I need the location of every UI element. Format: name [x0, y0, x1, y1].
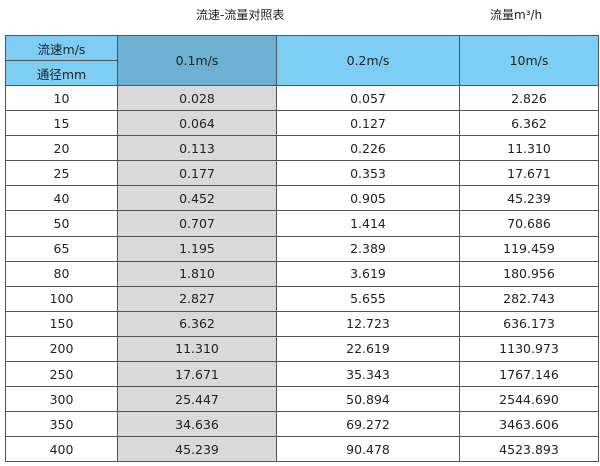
flow-cell: 12.723 [276, 310, 460, 337]
diameter-cell: 150 [5, 310, 118, 337]
flow-cell: 25.447 [117, 386, 277, 413]
flow-cell: 0.452 [117, 185, 277, 212]
flow-cell: 1.810 [117, 260, 277, 287]
diameter-cell: 300 [5, 386, 118, 413]
flow-cell: 0.064 [117, 110, 277, 137]
diameter-cell: 100 [5, 285, 118, 312]
diameter-cell: 200 [5, 335, 118, 363]
flow-cell: 0.113 [117, 135, 277, 162]
table-row: 100 2.827 5.655 282.743 [5, 285, 599, 312]
diameter-cell: 15 [5, 110, 118, 137]
flow-cell: 45.239 [117, 436, 277, 463]
diameter-cell: 50 [5, 210, 118, 237]
flow-cell: 1.414 [276, 210, 460, 237]
table-row: 10 0.028 0.057 2.826 [5, 84, 599, 112]
flow-cell: 0.127 [276, 110, 460, 137]
flow-cell: 70.686 [459, 210, 599, 237]
table-row: 15 0.064 0.127 6.362 [5, 110, 599, 137]
flow-cell: 35.343 [276, 361, 460, 388]
speed-header: 流速m/s [5, 35, 118, 61]
flow-cell: 22.619 [276, 335, 460, 363]
flow-cell: 2.826 [459, 84, 599, 112]
flow-cell: 119.459 [459, 235, 599, 262]
table-row: 150 6.362 12.723 636.173 [5, 310, 599, 337]
table-row: 400 45.239 90.478 4523.893 [5, 436, 599, 463]
table-row: 50 0.707 1.414 70.686 [5, 210, 599, 237]
diameter-cell: 400 [5, 436, 118, 463]
flow-cell: 4523.893 [459, 436, 599, 463]
flow-cell: 0.707 [117, 210, 277, 237]
flow-cell: 45.239 [459, 185, 599, 212]
flow-table: 流速m/s 0.1m/s 0.2m/s 10m/s 通径mm 10 0.028 0.… [5, 35, 599, 463]
flow-cell: 34.636 [117, 411, 277, 438]
table-row: 65 1.195 2.389 119.459 [5, 235, 599, 262]
table-row: 200 11.310 22.619 1130.973 [5, 335, 599, 363]
diameter-cell: 40 [5, 185, 118, 212]
table-row: 40 0.452 0.905 45.239 [5, 185, 599, 212]
column-header: 0.2m/s [276, 35, 460, 86]
flow-cell: 90.478 [276, 436, 460, 463]
flow-cell: 1.195 [117, 235, 277, 262]
flow-cell: 3.619 [276, 260, 460, 287]
flow-cell: 0.226 [276, 135, 460, 162]
table-row: 20 0.113 0.226 11.310 [5, 135, 599, 162]
unit-label: 流量m³/h [490, 8, 543, 22]
flow-cell: 1767.146 [459, 361, 599, 388]
flow-cell: 50.894 [276, 386, 460, 413]
table-title: 流速-流量对照表 [196, 8, 285, 22]
diameter-cell: 350 [5, 411, 118, 438]
diameter-cell: 20 [5, 135, 118, 162]
table-row: 25 0.177 0.353 17.671 [5, 160, 599, 187]
table-row: 350 34.636 69.272 3463.606 [5, 411, 599, 438]
flow-cell: 11.310 [117, 335, 277, 363]
flow-cell: 69.272 [276, 411, 460, 438]
flow-cell: 17.671 [459, 160, 599, 187]
flow-cell: 0.057 [276, 84, 460, 112]
flow-cell: 0.028 [117, 84, 277, 112]
flow-cell: 1130.973 [459, 335, 599, 363]
flow-cell: 2.827 [117, 285, 277, 312]
flow-cell: 0.353 [276, 160, 460, 187]
column-header: 0.1m/s [117, 35, 277, 86]
flow-cell: 17.671 [117, 361, 277, 388]
diameter-cell: 80 [5, 260, 118, 287]
flow-cell: 282.743 [459, 285, 599, 312]
table-row: 300 25.447 50.894 2544.690 [5, 386, 599, 413]
diameter-cell: 250 [5, 361, 118, 388]
flow-cell: 180.956 [459, 260, 599, 287]
diameter-cell: 65 [5, 235, 118, 262]
flow-cell: 5.655 [276, 285, 460, 312]
diameter-cell: 25 [5, 160, 118, 187]
column-header: 10m/s [459, 35, 599, 86]
flow-cell: 2.389 [276, 235, 460, 262]
table-row: 80 1.810 3.619 180.956 [5, 260, 599, 287]
flow-cell: 11.310 [459, 135, 599, 162]
flow-cell: 6.362 [117, 310, 277, 337]
flow-cell: 0.177 [117, 160, 277, 187]
table-row: 250 17.671 35.343 1767.146 [5, 361, 599, 388]
flow-cell: 6.362 [459, 110, 599, 137]
diameter-header: 通径mm [5, 60, 118, 86]
flow-cell: 3463.606 [459, 411, 599, 438]
flow-cell: 2544.690 [459, 386, 599, 413]
flow-cell: 0.905 [276, 185, 460, 212]
flow-cell: 636.173 [459, 310, 599, 337]
diameter-cell: 10 [5, 84, 118, 112]
